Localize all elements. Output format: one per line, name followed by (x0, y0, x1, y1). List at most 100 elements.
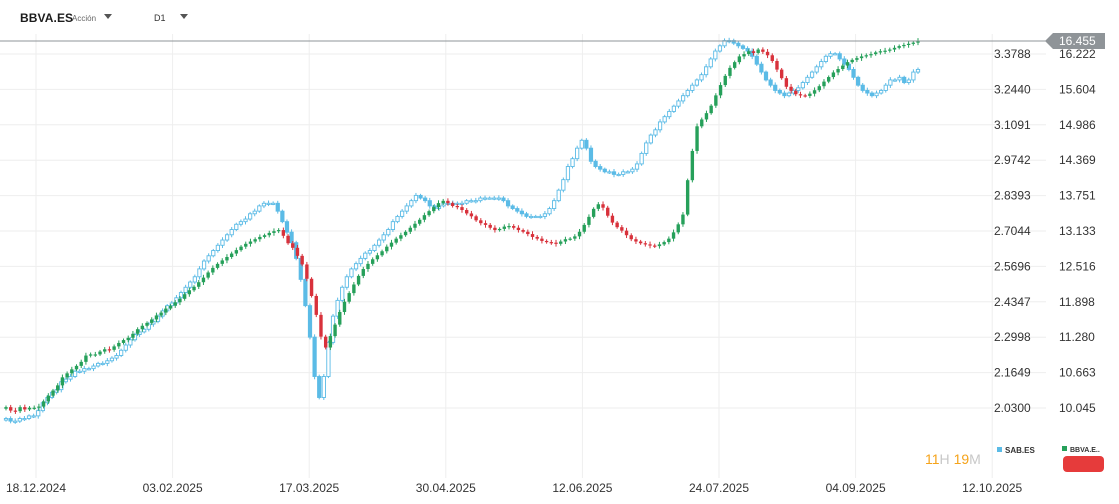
candle-body (473, 200, 478, 203)
candle-body (615, 222, 619, 228)
timer-hours-unit: H (939, 451, 950, 467)
candle-body (417, 219, 422, 224)
candle-body (644, 142, 649, 154)
candle-body (413, 223, 417, 228)
candle-body (671, 105, 676, 112)
candle-body (427, 211, 431, 216)
candle-body (524, 213, 529, 217)
candle-body (436, 203, 441, 208)
candle-body (211, 267, 215, 273)
candle-body (823, 55, 828, 63)
candle-body (380, 251, 384, 256)
candle-body (469, 213, 474, 217)
candle-body (699, 74, 704, 81)
candle-body (257, 205, 262, 212)
candle-body (65, 373, 69, 378)
candle-body (501, 197, 506, 202)
candle-body (544, 240, 549, 243)
last-price-tag: 16.455 (1045, 33, 1105, 49)
candle-body (319, 314, 323, 337)
candle-body (704, 66, 709, 76)
candle-body (563, 239, 568, 242)
candle-body (183, 286, 188, 293)
candle-body (814, 66, 819, 73)
candle-body (305, 264, 309, 279)
candle-body (713, 50, 718, 60)
candle-body (215, 263, 220, 268)
candle-body (142, 328, 147, 333)
candle-body (765, 51, 770, 56)
timeframe-dropdown-chevron-down-icon[interactable] (180, 14, 188, 19)
candle-body (328, 336, 333, 348)
chart-toolbar: BBVA.ES Acción D1 (0, 0, 1119, 34)
candle-body (667, 110, 672, 118)
candle-body (150, 319, 154, 323)
symbol-dropdown-chevron-down-icon[interactable] (104, 14, 112, 19)
candle-body (873, 52, 878, 55)
candle-body (372, 244, 377, 251)
candle-body (168, 305, 173, 309)
candle-body (381, 234, 386, 241)
candle-body (366, 263, 370, 270)
candle-body (103, 349, 107, 352)
right-axis-tick-label: 14.986 (1059, 118, 1096, 132)
candle-body (859, 56, 864, 59)
candle-body (215, 244, 220, 251)
candle-body (510, 205, 515, 209)
candle-body (657, 121, 663, 131)
candle-body (224, 234, 230, 241)
candle-body (559, 241, 563, 244)
candle-body (474, 216, 478, 221)
candle-body (737, 56, 742, 63)
legend-item-bbva[interactable]: BBVA.E.. (1062, 446, 1100, 454)
left-axis-tick-label: 2.4347 (994, 295, 1031, 309)
candle-body (685, 89, 690, 97)
candle-body (653, 129, 658, 136)
candle-body (276, 230, 281, 232)
candle-body (554, 242, 558, 244)
candle-body (611, 171, 617, 175)
candle-body (252, 210, 257, 215)
candle-body (465, 209, 469, 214)
candle-body (422, 215, 427, 220)
candle-body (826, 77, 831, 82)
candle-body (441, 200, 445, 204)
candle-body (761, 49, 765, 52)
candle-body (389, 242, 394, 247)
asset-type-label: Acción (72, 14, 97, 23)
candle-body (700, 119, 704, 127)
left-axis-tick-label: 2.8393 (994, 189, 1031, 203)
candle-body (542, 213, 548, 217)
candle-body (763, 71, 769, 81)
candle-body (394, 238, 398, 243)
left-axis-tick-label: 3.1091 (994, 118, 1031, 132)
candle-body (493, 227, 497, 231)
candle-body (385, 246, 389, 252)
candle-body (140, 325, 145, 330)
candle-body (206, 272, 210, 278)
candle-body (145, 322, 149, 326)
candle-body (869, 54, 873, 56)
candle-body (258, 236, 262, 240)
candle-body (353, 263, 359, 270)
candle-body (579, 139, 584, 149)
candle-body (681, 214, 685, 225)
alert-pill[interactable] (1063, 456, 1104, 472)
candle-body (342, 301, 347, 313)
candle-body (860, 84, 865, 91)
candle-body (786, 92, 792, 97)
candle-body (836, 69, 840, 73)
candle-body (779, 69, 784, 79)
candle-body (879, 89, 884, 94)
legend-item-sab[interactable]: SAB.ES (997, 446, 1035, 455)
left-axis-tick-label: 2.2998 (994, 330, 1031, 344)
candle-body (845, 62, 850, 66)
candle-body (831, 72, 836, 78)
symbol-selector[interactable]: BBVA.ES (20, 11, 74, 25)
candle-body (751, 51, 756, 53)
candle-body (280, 210, 285, 223)
timeframe-selector[interactable]: D1 (154, 13, 166, 23)
candle-body (159, 312, 163, 316)
candle-body (865, 89, 870, 94)
